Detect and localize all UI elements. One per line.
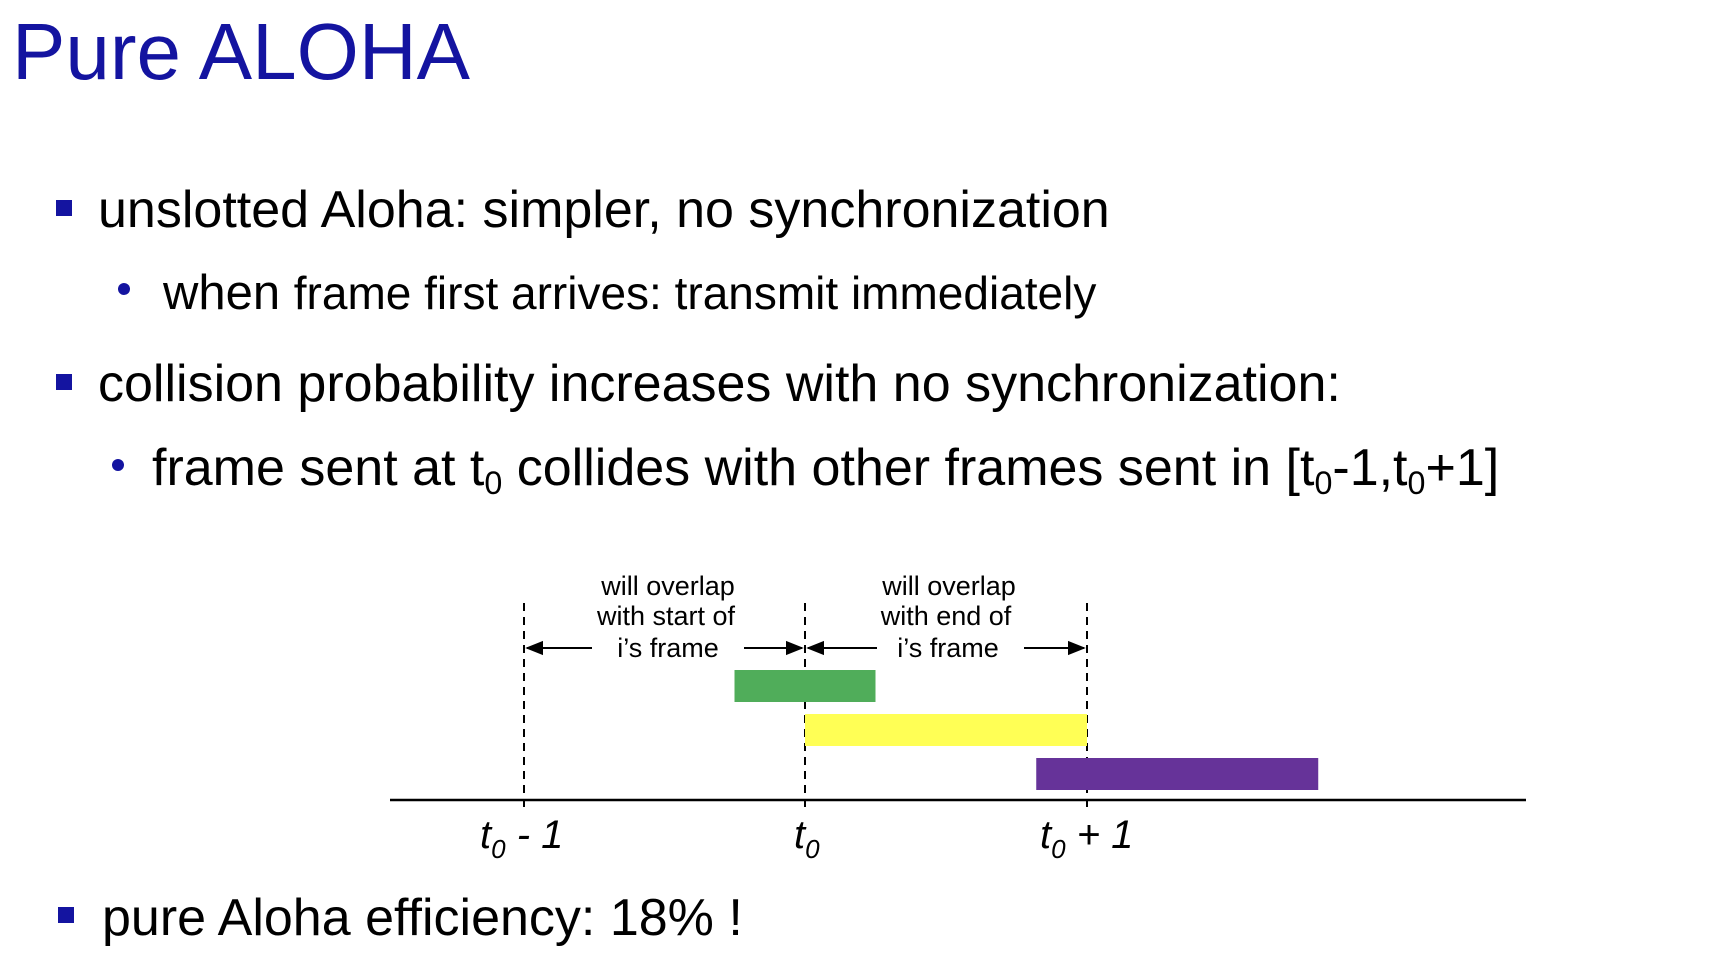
- sub-bullet-dot-2: [112, 459, 124, 471]
- sub-bullet-1-text: when frame first arrives: transmit immed…: [163, 264, 1096, 322]
- slide-title: Pure ALOHA: [12, 7, 471, 96]
- left-overlap-label-line-1: will overlap: [600, 571, 735, 601]
- right-overlap-label-line-2: with end of: [880, 601, 1012, 631]
- bullet-square-3: [58, 907, 74, 923]
- subscript-zero: 0: [1314, 465, 1333, 502]
- sub-bullet-1-rest: frame first arrives: transmit immediatel…: [293, 267, 1097, 319]
- left-overlap-label-line-3: i’s frame: [617, 633, 719, 663]
- sub-bullet-2-part1: frame sent at t: [152, 439, 485, 497]
- bullet-2-text: collision probability increases with no …: [98, 355, 1341, 413]
- bullet-square-1: [56, 200, 72, 216]
- right-overlap-label-line-1: will overlap: [881, 571, 1016, 601]
- bullet-1-text: unslotted Aloha: simpler, no synchroniza…: [98, 181, 1110, 239]
- yellow-frame: [805, 714, 1087, 746]
- sub-bullet-dot-1: [118, 283, 130, 295]
- tick-label-t0: t0: [794, 813, 820, 864]
- green-frame: [734, 670, 876, 702]
- sub-bullet-1-lead: when: [163, 266, 281, 320]
- final-bullet-text: pure Aloha efficiency: 18% !: [102, 889, 743, 947]
- sub-bullet-2-part2: collides with other frames sent in [t: [502, 439, 1315, 497]
- sub-bullet-2-text: frame sent at t0 collides with other fra…: [152, 438, 1500, 502]
- subscript-zero: 0: [1407, 465, 1426, 502]
- tick-label-t0-plus-1: t0 + 1: [1040, 813, 1133, 864]
- tick-label-t0-minus-1: t0 - 1: [480, 813, 563, 864]
- subscript-zero: 0: [484, 465, 503, 502]
- bullet-square-2: [56, 374, 72, 390]
- sub-bullet-2-part3: -1,t: [1332, 439, 1408, 497]
- right-overlap-label-line-3: i’s frame: [897, 633, 999, 663]
- left-overlap-label-line-2: with start of: [596, 601, 736, 631]
- sub-bullet-2-part4: +1]: [1425, 439, 1500, 497]
- purple-frame: [1036, 758, 1319, 790]
